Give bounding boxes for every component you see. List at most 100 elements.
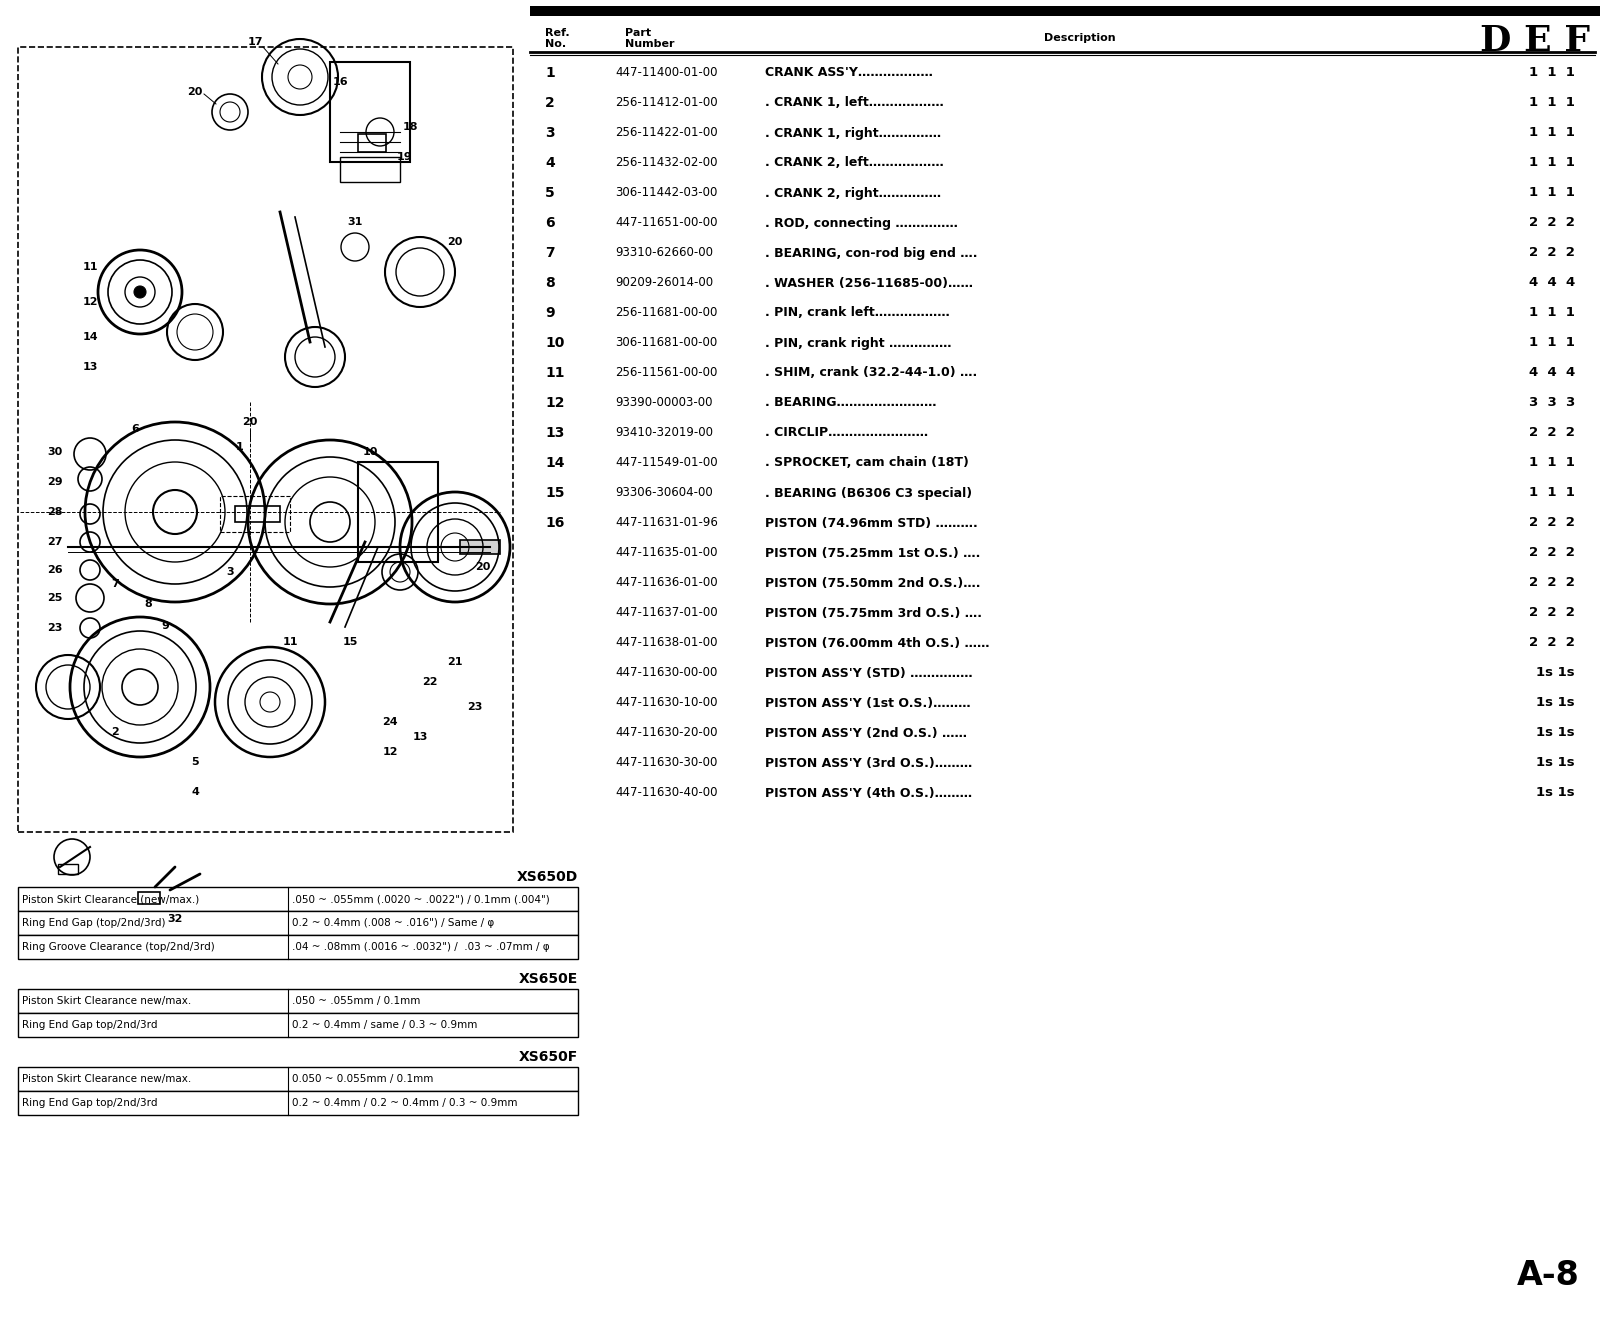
Text: Piston Skirt Clearance (new/max.): Piston Skirt Clearance (new/max.): [22, 894, 200, 904]
Text: . PIN, crank left………………: . PIN, crank left………………: [765, 307, 950, 320]
Text: . CRANK 2, right……………: . CRANK 2, right……………: [765, 186, 941, 200]
Text: 256-11412-01-00: 256-11412-01-00: [614, 97, 718, 110]
Text: 256-11422-01-00: 256-11422-01-00: [614, 127, 718, 140]
Text: 256-11432-02-00: 256-11432-02-00: [614, 156, 717, 169]
Text: 6: 6: [546, 215, 555, 230]
Text: 1s 1s: 1s 1s: [1536, 697, 1574, 710]
Text: 16: 16: [333, 77, 347, 87]
Bar: [358, 134, 386, 152]
Text: 1: 1: [546, 66, 555, 81]
Text: XS650D: XS650D: [517, 870, 578, 884]
Text: 447-11400-01-00: 447-11400-01-00: [614, 66, 717, 79]
Text: 256-11561-00-00: 256-11561-00-00: [614, 366, 717, 379]
Text: 3  3  3: 3 3 3: [1528, 397, 1574, 410]
Text: A-8: A-8: [1517, 1259, 1581, 1292]
Text: 447-11651-00-00: 447-11651-00-00: [614, 217, 717, 230]
Text: 13: 13: [413, 732, 427, 742]
Text: 93390-00003-00: 93390-00003-00: [614, 397, 712, 410]
Bar: [339, 157, 400, 182]
Text: 1  1  1: 1 1 1: [1530, 127, 1574, 140]
Text: . WASHER (256-11685-00)……: . WASHER (256-11685-00)……: [765, 276, 973, 290]
Text: 1  1  1: 1 1 1: [1530, 307, 1574, 320]
Text: Ring End Gap top/2nd/3rd: Ring End Gap top/2nd/3rd: [22, 1021, 157, 1030]
Text: 2  2  2: 2 2 2: [1530, 517, 1574, 530]
Text: Ring Groove Clearance (top/2nd/3rd): Ring Groove Clearance (top/2nd/3rd): [22, 943, 214, 952]
Text: Piston Skirt Clearance new/max.: Piston Skirt Clearance new/max.: [22, 1073, 192, 1084]
Text: 4: 4: [546, 156, 555, 171]
Circle shape: [134, 286, 146, 297]
Text: 19: 19: [397, 152, 413, 163]
Text: 22: 22: [422, 677, 438, 687]
Text: 11: 11: [282, 637, 298, 646]
Text: 447-11630-40-00: 447-11630-40-00: [614, 787, 717, 800]
Text: 1: 1: [237, 442, 243, 452]
Text: 13: 13: [82, 362, 98, 371]
Text: 447-11549-01-00: 447-11549-01-00: [614, 456, 718, 469]
Text: 1  1  1: 1 1 1: [1530, 66, 1574, 79]
Text: 7: 7: [110, 579, 118, 590]
Text: PISTON (75.50mm 2nd O.S.)….: PISTON (75.50mm 2nd O.S.)….: [765, 576, 981, 590]
Bar: [221, 496, 290, 531]
Text: 9: 9: [546, 305, 555, 320]
Text: 0.2 ~ 0.4mm / 0.2 ~ 0.4mm / 0.3 ~ 0.9mm: 0.2 ~ 0.4mm / 0.2 ~ 0.4mm / 0.3 ~ 0.9mm: [291, 1099, 517, 1108]
Text: 2  2  2: 2 2 2: [1530, 217, 1574, 230]
Text: 2  2  2: 2 2 2: [1530, 427, 1574, 439]
Text: 8: 8: [144, 599, 152, 609]
Text: 447-11630-00-00: 447-11630-00-00: [614, 666, 717, 680]
Text: . BEARING……………………: . BEARING……………………: [765, 397, 936, 410]
Bar: [530, 7, 1600, 16]
Text: 29: 29: [46, 477, 62, 486]
Text: . SPROCKET, cam chain (18T): . SPROCKET, cam chain (18T): [765, 456, 978, 469]
Text: XS650E: XS650E: [518, 972, 578, 986]
Text: 20: 20: [242, 416, 258, 427]
Text: 1  1  1: 1 1 1: [1530, 156, 1574, 169]
Text: 447-11636-01-00: 447-11636-01-00: [614, 576, 718, 590]
Text: 9: 9: [162, 621, 170, 631]
Text: 2  2  2: 2 2 2: [1530, 246, 1574, 259]
Text: 2: 2: [110, 727, 118, 736]
Text: 1s 1s: 1s 1s: [1536, 787, 1574, 800]
Text: 93306-30604-00: 93306-30604-00: [614, 486, 712, 500]
Text: 447-11635-01-00: 447-11635-01-00: [614, 546, 717, 559]
Bar: [58, 865, 78, 874]
Text: 21: 21: [448, 657, 462, 668]
Text: 1  1  1: 1 1 1: [1530, 97, 1574, 110]
Text: 447-11637-01-00: 447-11637-01-00: [614, 607, 718, 620]
Text: 93310-62660-00: 93310-62660-00: [614, 246, 714, 259]
Text: 306-11442-03-00: 306-11442-03-00: [614, 186, 717, 200]
Text: 10: 10: [546, 336, 565, 350]
Text: . BEARING (B6306 C3 special): . BEARING (B6306 C3 special): [765, 486, 976, 500]
Text: .050 ~ .055mm (.0020 ~ .0022") / 0.1mm (.004"): .050 ~ .055mm (.0020 ~ .0022") / 0.1mm (…: [291, 894, 550, 904]
Bar: [18, 911, 578, 935]
Text: 2: 2: [546, 97, 555, 110]
Text: 1  1  1: 1 1 1: [1530, 486, 1574, 500]
Text: . CRANK 2, left………………: . CRANK 2, left………………: [765, 156, 944, 169]
Text: 2  2  2: 2 2 2: [1530, 607, 1574, 620]
Bar: [18, 989, 578, 1013]
Bar: [18, 935, 578, 958]
Bar: [18, 1091, 578, 1114]
Text: 447-11631-01-96: 447-11631-01-96: [614, 517, 718, 530]
Text: 11: 11: [546, 366, 565, 379]
Text: 23: 23: [467, 702, 483, 713]
Text: 17: 17: [248, 37, 262, 48]
Text: 11: 11: [82, 262, 98, 272]
Text: 1  1  1: 1 1 1: [1530, 186, 1574, 200]
Text: 16: 16: [546, 516, 565, 530]
Text: 7: 7: [546, 246, 555, 260]
Text: 1  1  1: 1 1 1: [1530, 456, 1574, 469]
Text: 0.2 ~ 0.4mm / same / 0.3 ~ 0.9mm: 0.2 ~ 0.4mm / same / 0.3 ~ 0.9mm: [291, 1021, 477, 1030]
Text: 32: 32: [168, 914, 182, 924]
Text: 1s 1s: 1s 1s: [1536, 666, 1574, 680]
Text: PISTON (74.96mm STD) ……….: PISTON (74.96mm STD) ……….: [765, 517, 978, 530]
Text: .04 ~ .08mm (.0016 ~ .0032") /  .03 ~ .07mm / φ: .04 ~ .08mm (.0016 ~ .0032") / .03 ~ .07…: [291, 943, 550, 952]
Text: Ring End Gap top/2nd/3rd: Ring End Gap top/2nd/3rd: [22, 1099, 157, 1108]
Text: . CRANK 1, right……………: . CRANK 1, right……………: [765, 127, 941, 140]
Text: Ring End Gap (top/2nd/3rd): Ring End Gap (top/2nd/3rd): [22, 917, 165, 928]
Bar: [18, 48, 514, 832]
Text: 4  4  4: 4 4 4: [1528, 366, 1574, 379]
Text: CRANK ASS'Y………………: CRANK ASS'Y………………: [765, 66, 933, 79]
Text: 28: 28: [48, 508, 62, 517]
Text: . CIRCLIP……………………: . CIRCLIP……………………: [765, 427, 928, 439]
Text: PISTON ASS'Y (4th O.S.)………: PISTON ASS'Y (4th O.S.)………: [765, 787, 973, 800]
